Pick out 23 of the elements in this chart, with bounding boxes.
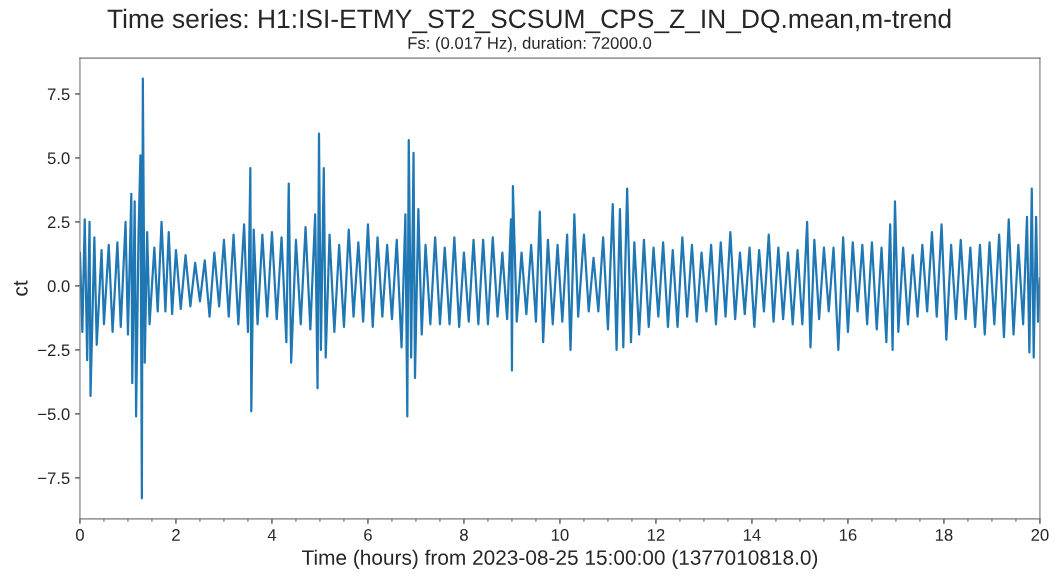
x-tick-label: 2 (172, 529, 180, 541)
x-tick-label: 20 (1031, 529, 1049, 541)
chart-subtitle: Fs: (0.017 Hz), duration: 72000.0 (408, 36, 652, 53)
x-tick-label: 12 (647, 529, 665, 541)
x-tick-label: 18 (935, 529, 953, 541)
x-tick-label: 4 (267, 529, 277, 541)
x-tick-label: 0 (75, 529, 84, 541)
x-axis-title: Time (hours) from 2023-08-25 15:00:00 (1377010818.0) (302, 549, 818, 570)
x-tick-label: 8 (460, 529, 468, 541)
chart-title: Time series: H1:ISI-ETMY_ST2_SCSUM_CPS_Z_IN_DQ.mean,m-trend (107, 8, 951, 34)
line-series (79, 77, 1040, 500)
x-tick-label: 16 (839, 529, 857, 541)
x-tick-label: 14 (743, 529, 761, 541)
x-tick-label: 10 (551, 529, 569, 541)
y-tick-label: 0.0 (47, 280, 70, 293)
y-tick-label: 2.5 (47, 216, 70, 229)
y-axis-title: ct (13, 280, 28, 296)
y-tick-label: −5.0 (38, 408, 70, 421)
x-tick-label: 6 (364, 529, 372, 541)
y-tick-label: −2.5 (38, 344, 70, 357)
y-tick-label: −7.5 (38, 472, 70, 485)
y-tick-label: 7.5 (47, 88, 70, 101)
y-tick-label: 5.0 (47, 152, 70, 165)
